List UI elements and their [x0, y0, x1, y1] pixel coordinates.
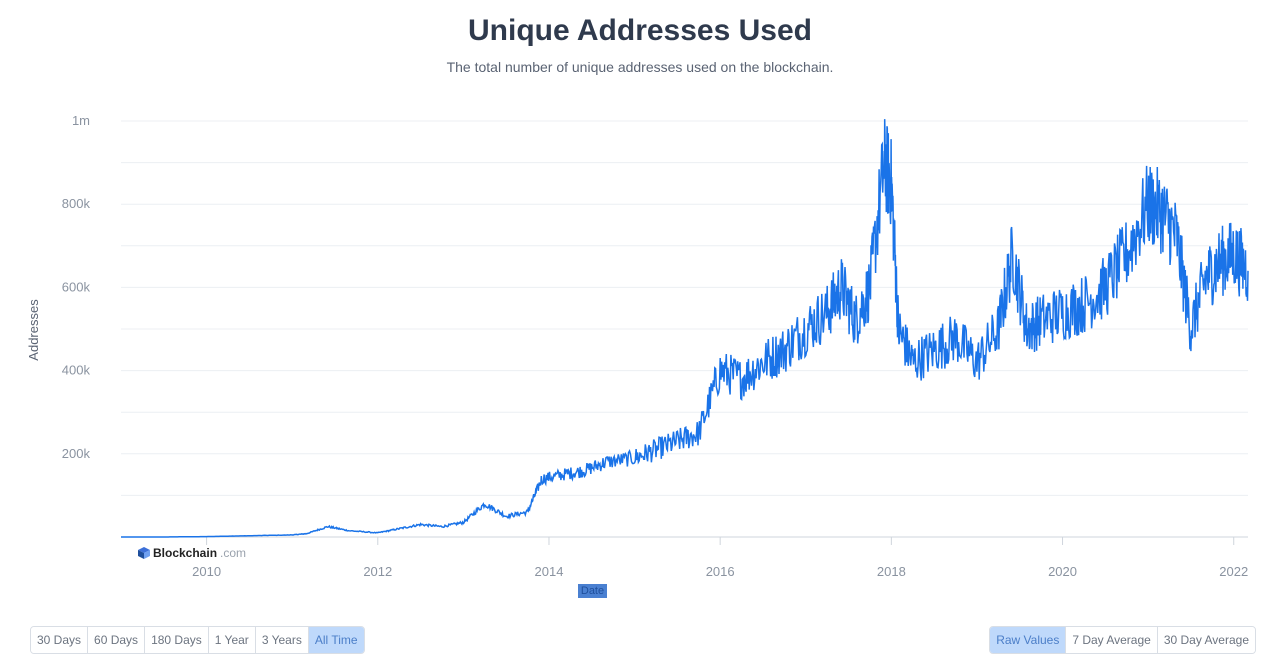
- x-tick-label: 2012: [363, 564, 392, 579]
- y-tick-labels: 200k 400k 600k 800k 1m: [62, 113, 91, 461]
- y-tick-label: 200k: [62, 446, 91, 461]
- y-axis-label: Addresses: [26, 299, 41, 361]
- x-tick-label: 2014: [535, 564, 564, 579]
- x-tick-label: 2018: [877, 564, 906, 579]
- x-tick-label: 2010: [192, 564, 221, 579]
- chart-title: Unique Addresses Used: [468, 14, 812, 47]
- series-line: [121, 119, 1249, 538]
- x-tick-label: 2022: [1219, 564, 1248, 579]
- mode-7-day-average-button[interactable]: 7 Day Average: [1066, 627, 1158, 653]
- y-tick-label: 400k: [62, 363, 91, 378]
- chart-subtitle: The total number of unique addresses use…: [446, 59, 834, 75]
- brand-suffix: .com: [220, 546, 247, 560]
- range-1-year-button[interactable]: 1 Year: [208, 627, 256, 653]
- mode-raw-values-button[interactable]: Raw Values: [990, 627, 1067, 653]
- y-tick-label: 600k: [62, 279, 91, 294]
- time-range-selector: 30 Days 60 Days 180 Days 1 Year 3 Years All T…: [30, 626, 365, 654]
- value-mode-selector: Raw Values 7 Day Average 30 Day Average: [989, 626, 1256, 654]
- range-3-years-button[interactable]: 3 Years: [255, 627, 309, 653]
- blockchain-logo-icon: [138, 547, 150, 559]
- range-60-days-button[interactable]: 60 Days: [88, 627, 146, 653]
- x-tick-label: 2016: [706, 564, 735, 579]
- y-tick-label: 1m: [72, 113, 90, 128]
- range-all-time-button[interactable]: All Time: [308, 627, 364, 653]
- x-tick-labels: 2010 2012 2014 2016 2018 2020 2022: [192, 537, 1248, 579]
- blockchain-brand: Blockchain .com: [138, 546, 246, 560]
- range-180-days-button[interactable]: 180 Days: [145, 627, 209, 653]
- brand-name: Blockchain: [153, 546, 218, 560]
- x-axis-label: Date: [578, 584, 607, 598]
- range-30-days-button[interactable]: 30 Days: [31, 627, 89, 653]
- y-tick-label: 800k: [62, 196, 91, 211]
- gridlines: [121, 120, 1248, 538]
- mode-30-day-average-button[interactable]: 30 Day Average: [1157, 627, 1255, 653]
- x-tick-label: 2020: [1048, 564, 1077, 579]
